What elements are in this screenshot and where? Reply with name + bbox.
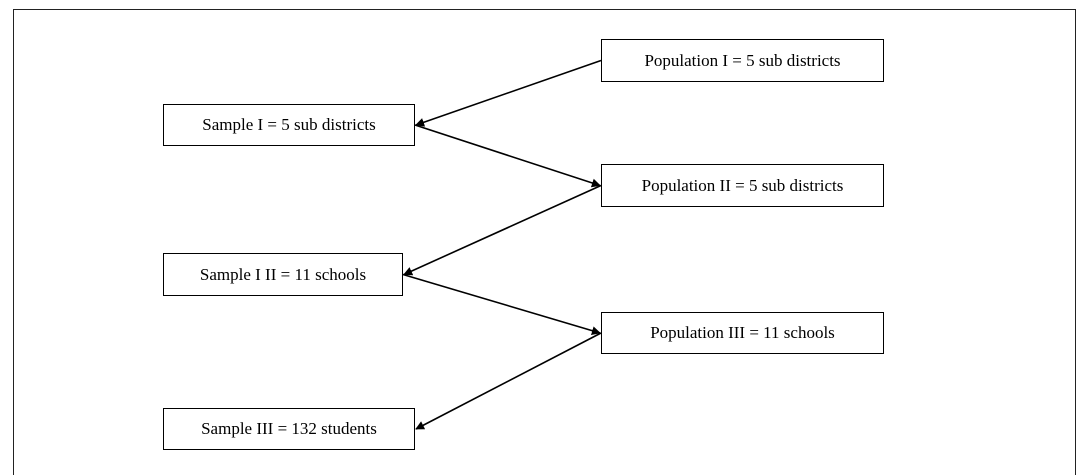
sample-3-box: Sample III = 132 students <box>163 408 415 450</box>
diagram-frame <box>13 9 1076 475</box>
arrow-population-3-to-sample-3 <box>415 332 602 430</box>
arrow-population-1-to-sample-1 <box>415 59 602 127</box>
arrow-population-2-to-sample-2 <box>403 184 602 276</box>
population-3-box: Population III = 11 schools <box>601 312 884 354</box>
population-1-box: Population I = 5 sub districts <box>601 39 884 82</box>
arrow-sample-2-to-population-3 <box>402 273 601 336</box>
sample-2-box: Sample I II = 11 schools <box>163 253 403 296</box>
sample-1-box: Sample I = 5 sub districts <box>163 104 415 146</box>
population-2-box: Population II = 5 sub districts <box>601 164 884 207</box>
arrow-sample-1-to-population-2 <box>414 124 601 188</box>
